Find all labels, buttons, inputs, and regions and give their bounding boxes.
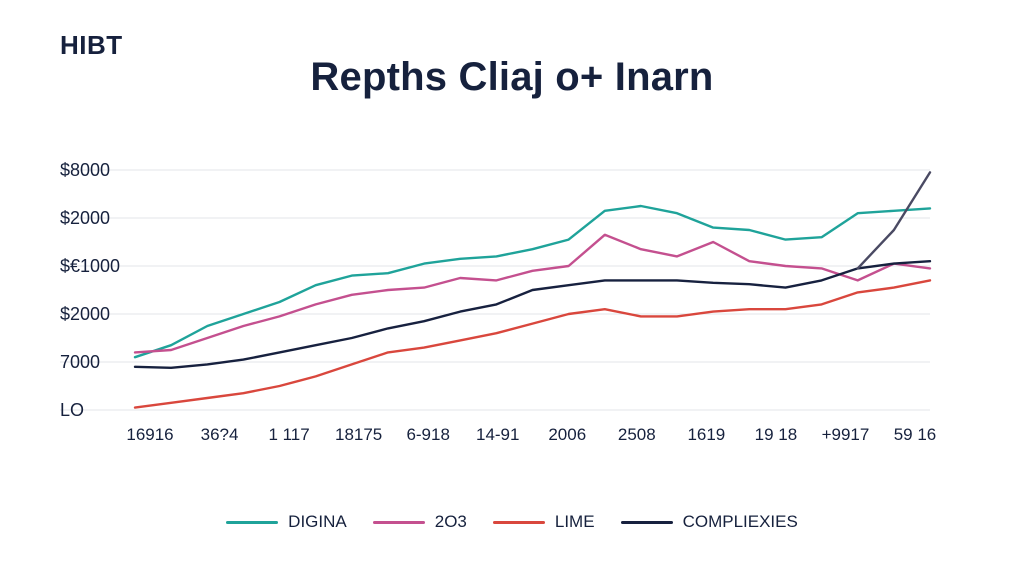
series-line [133,260,932,369]
x-tick-label: 2006 [548,425,586,444]
x-tick-label: 59 16 [894,425,937,444]
x-tick-label: 16916 [126,425,173,444]
series-line [133,279,932,409]
x-tick-label: 1 117 [268,425,309,444]
series-line [856,171,932,270]
legend-label: COMPLIEXIES [682,512,798,531]
y-tick-label: LO [60,400,84,420]
x-axis-ticks: 16916 36?4 1 117 18175 6-918 14-91 2006 2508 161… [126,425,936,444]
y-tick-label: $2000 [60,304,110,324]
legend-item: COMPLIEXIES [620,512,798,532]
series-line [133,233,932,354]
y-tick-label: $€1000 [60,256,120,276]
legend-item: 2O3 [372,512,467,532]
chart-series [133,171,932,409]
chart-grid [60,169,930,411]
y-tick-label: 7000 [60,352,100,372]
x-tick-label: 14-91 [476,425,519,444]
legend-item: LIME [492,512,595,532]
x-tick-label: 18175 [335,425,382,444]
x-tick-label: 6-918 [406,425,449,444]
legend-swatch [620,520,673,524]
x-tick-label: 1619 [687,425,725,444]
chart-title: Repths Cliaj o+ Inarn [310,55,714,99]
x-tick-label: 36?4 [201,425,239,444]
x-tick-label: 19 18 [755,425,798,444]
chart-legend: DIGINA 2O3 LIME COMPLIEXIES [0,512,1024,532]
legend-label: LIME [554,512,595,531]
legend-swatch [226,520,279,524]
legend-swatch [492,520,545,524]
x-tick-label: +9917 [822,425,870,444]
legend-swatch [372,520,425,524]
y-axis-ticks: LO 7000 $2000 $€1000 $2000 $8000 [60,160,120,420]
series-line [133,204,932,359]
brand-logo-text: HIBT [60,30,123,60]
legend-item: DIGINA [226,512,347,532]
x-tick-label: 2508 [618,425,656,444]
y-tick-label: $2000 [60,208,110,228]
legend-label: DIGINA [288,512,347,531]
y-tick-label: $8000 [60,160,110,180]
legend-label: 2O3 [434,512,467,531]
